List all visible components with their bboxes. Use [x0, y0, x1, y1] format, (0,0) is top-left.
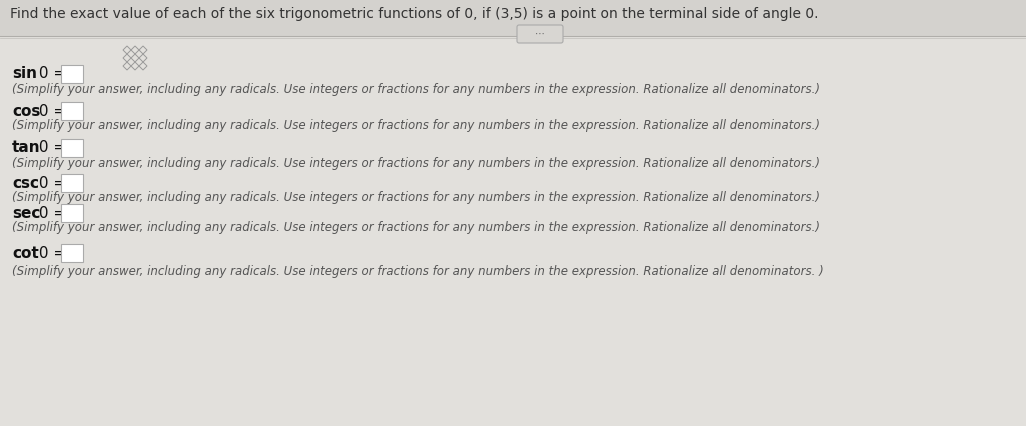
Text: 0 =: 0 =	[35, 66, 67, 81]
Text: (Simplify your answer, including any radicals. Use integers or fractions for any: (Simplify your answer, including any rad…	[12, 120, 820, 132]
Text: cot: cot	[12, 245, 39, 261]
Bar	[61, 139, 82, 157]
Text: csc: csc	[12, 176, 39, 190]
Text: Find the exact value of each of the six trigonometric functions of 0, if (3,5) i: Find the exact value of each of the six …	[10, 7, 819, 21]
Text: 0 =: 0 =	[35, 205, 67, 221]
Text: cos: cos	[12, 104, 40, 118]
Text: (Simplify your answer, including any radicals. Use integers or fractions for any: (Simplify your answer, including any rad…	[12, 265, 824, 277]
Bar	[61, 174, 82, 192]
Text: 0 =: 0 =	[35, 176, 67, 190]
Bar	[61, 244, 82, 262]
Bar	[61, 65, 82, 83]
Text: 0 =: 0 =	[35, 104, 67, 118]
Text: (Simplify your answer, including any radicals. Use integers or fractions for any: (Simplify your answer, including any rad…	[12, 192, 820, 204]
Bar	[0, 0, 1026, 36]
Text: sec: sec	[12, 205, 40, 221]
Text: sin: sin	[12, 66, 37, 81]
Text: (Simplify your answer, including any radicals. Use integers or fractions for any: (Simplify your answer, including any rad…	[12, 156, 820, 170]
Text: 0 =: 0 =	[35, 245, 67, 261]
Text: tan: tan	[12, 141, 41, 155]
Text: 0 =: 0 =	[35, 141, 67, 155]
Text: (Simplify your answer, including any radicals. Use integers or fractions for any: (Simplify your answer, including any rad…	[12, 222, 820, 234]
FancyBboxPatch shape	[517, 25, 563, 43]
Bar	[61, 102, 82, 120]
Text: (Simplify your answer, including any radicals. Use integers or fractions for any: (Simplify your answer, including any rad…	[12, 83, 820, 95]
Bar	[61, 204, 82, 222]
Text: ⋯: ⋯	[536, 29, 545, 39]
